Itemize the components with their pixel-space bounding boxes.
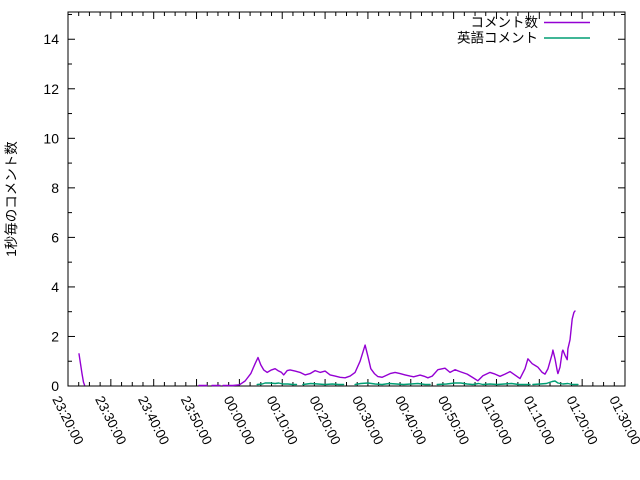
y-tick-label: 6 <box>51 229 59 245</box>
y-tick-label: 0 <box>51 378 59 394</box>
series-line-1 <box>436 382 531 386</box>
series-line-0 <box>222 310 576 387</box>
series-line-1 <box>354 382 431 386</box>
y-tick-label: 14 <box>43 31 59 47</box>
y-tick-label: 8 <box>51 180 59 196</box>
y-tick-label: 12 <box>43 81 59 97</box>
y-tick-label: 10 <box>43 130 59 146</box>
legend-label: コメント数 <box>471 15 539 30</box>
y-axis-title: 1秒毎のコメント数 <box>4 141 19 257</box>
series-line-0 <box>78 353 86 386</box>
series-line-1 <box>532 380 579 386</box>
y-tick-label: 4 <box>51 279 59 295</box>
legend-label: 英語コメント <box>457 30 538 46</box>
y-tick-label: 2 <box>51 328 59 344</box>
series-line-1 <box>256 382 298 386</box>
series-line-1 <box>302 382 345 386</box>
